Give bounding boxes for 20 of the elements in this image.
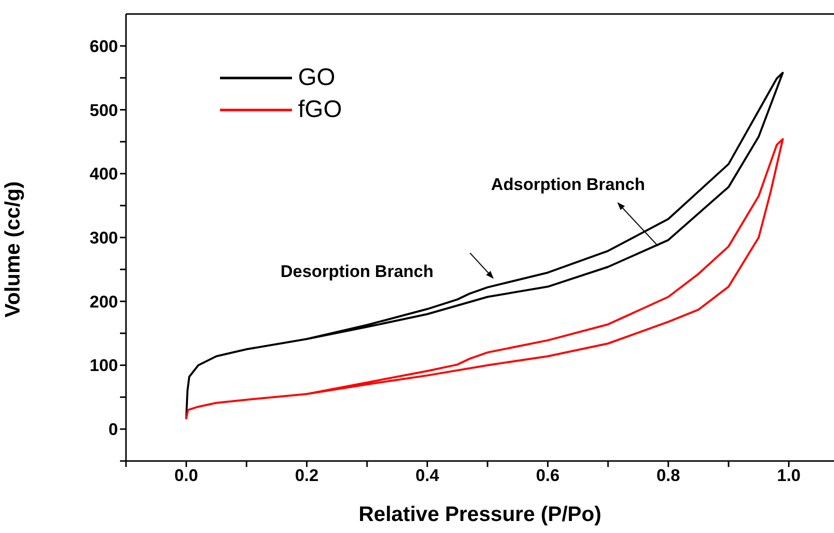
annotation: Desorption Branch [280,262,434,281]
y-tick-label: 500 [90,100,118,120]
y-tick-label: 600 [90,36,118,56]
x-tick-label: 1.0 [776,466,801,486]
line-series [185,138,784,420]
x-tick-label: 0.4 [415,466,440,486]
annotation: Adsorption Branch [491,175,645,194]
x-tick-label: 0.0 [174,466,198,486]
x-axis-title: Relative Pressure (P/Po) [358,503,602,526]
x-tick-label: 0.2 [294,466,319,486]
x-tick-label: 0.8 [656,466,680,486]
legend-label: fGO [298,96,342,124]
y-tick-label: 100 [90,356,118,376]
y-tick-label: 0 [108,420,118,440]
legend-label: GO [298,64,336,92]
y-tick-label: 300 [90,228,118,248]
x-tick-label: 0.6 [536,466,560,486]
y-tick-label: 400 [90,164,118,184]
y-tick-label: 200 [90,292,118,312]
y-axis-title: Volume (cc/g) [1,181,24,318]
